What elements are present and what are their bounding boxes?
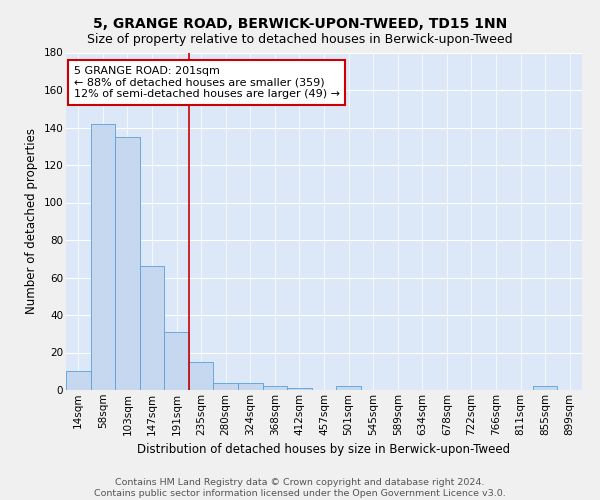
Bar bbox=[140, 266, 164, 390]
Bar bbox=[189, 362, 214, 390]
Y-axis label: Number of detached properties: Number of detached properties bbox=[25, 128, 38, 314]
Bar bbox=[115, 137, 140, 390]
Bar bbox=[214, 382, 238, 390]
Text: Size of property relative to detached houses in Berwick-upon-Tweed: Size of property relative to detached ho… bbox=[87, 32, 513, 46]
Bar bbox=[336, 386, 361, 390]
Text: 5 GRANGE ROAD: 201sqm
← 88% of detached houses are smaller (359)
12% of semi-det: 5 GRANGE ROAD: 201sqm ← 88% of detached … bbox=[74, 66, 340, 99]
Bar bbox=[238, 382, 263, 390]
Bar bbox=[533, 386, 557, 390]
Text: Contains HM Land Registry data © Crown copyright and database right 2024.
Contai: Contains HM Land Registry data © Crown c… bbox=[94, 478, 506, 498]
Bar bbox=[91, 124, 115, 390]
Bar bbox=[164, 332, 189, 390]
X-axis label: Distribution of detached houses by size in Berwick-upon-Tweed: Distribution of detached houses by size … bbox=[137, 443, 511, 456]
Bar bbox=[287, 388, 312, 390]
Bar bbox=[263, 386, 287, 390]
Text: 5, GRANGE ROAD, BERWICK-UPON-TWEED, TD15 1NN: 5, GRANGE ROAD, BERWICK-UPON-TWEED, TD15… bbox=[93, 18, 507, 32]
Bar bbox=[66, 371, 91, 390]
